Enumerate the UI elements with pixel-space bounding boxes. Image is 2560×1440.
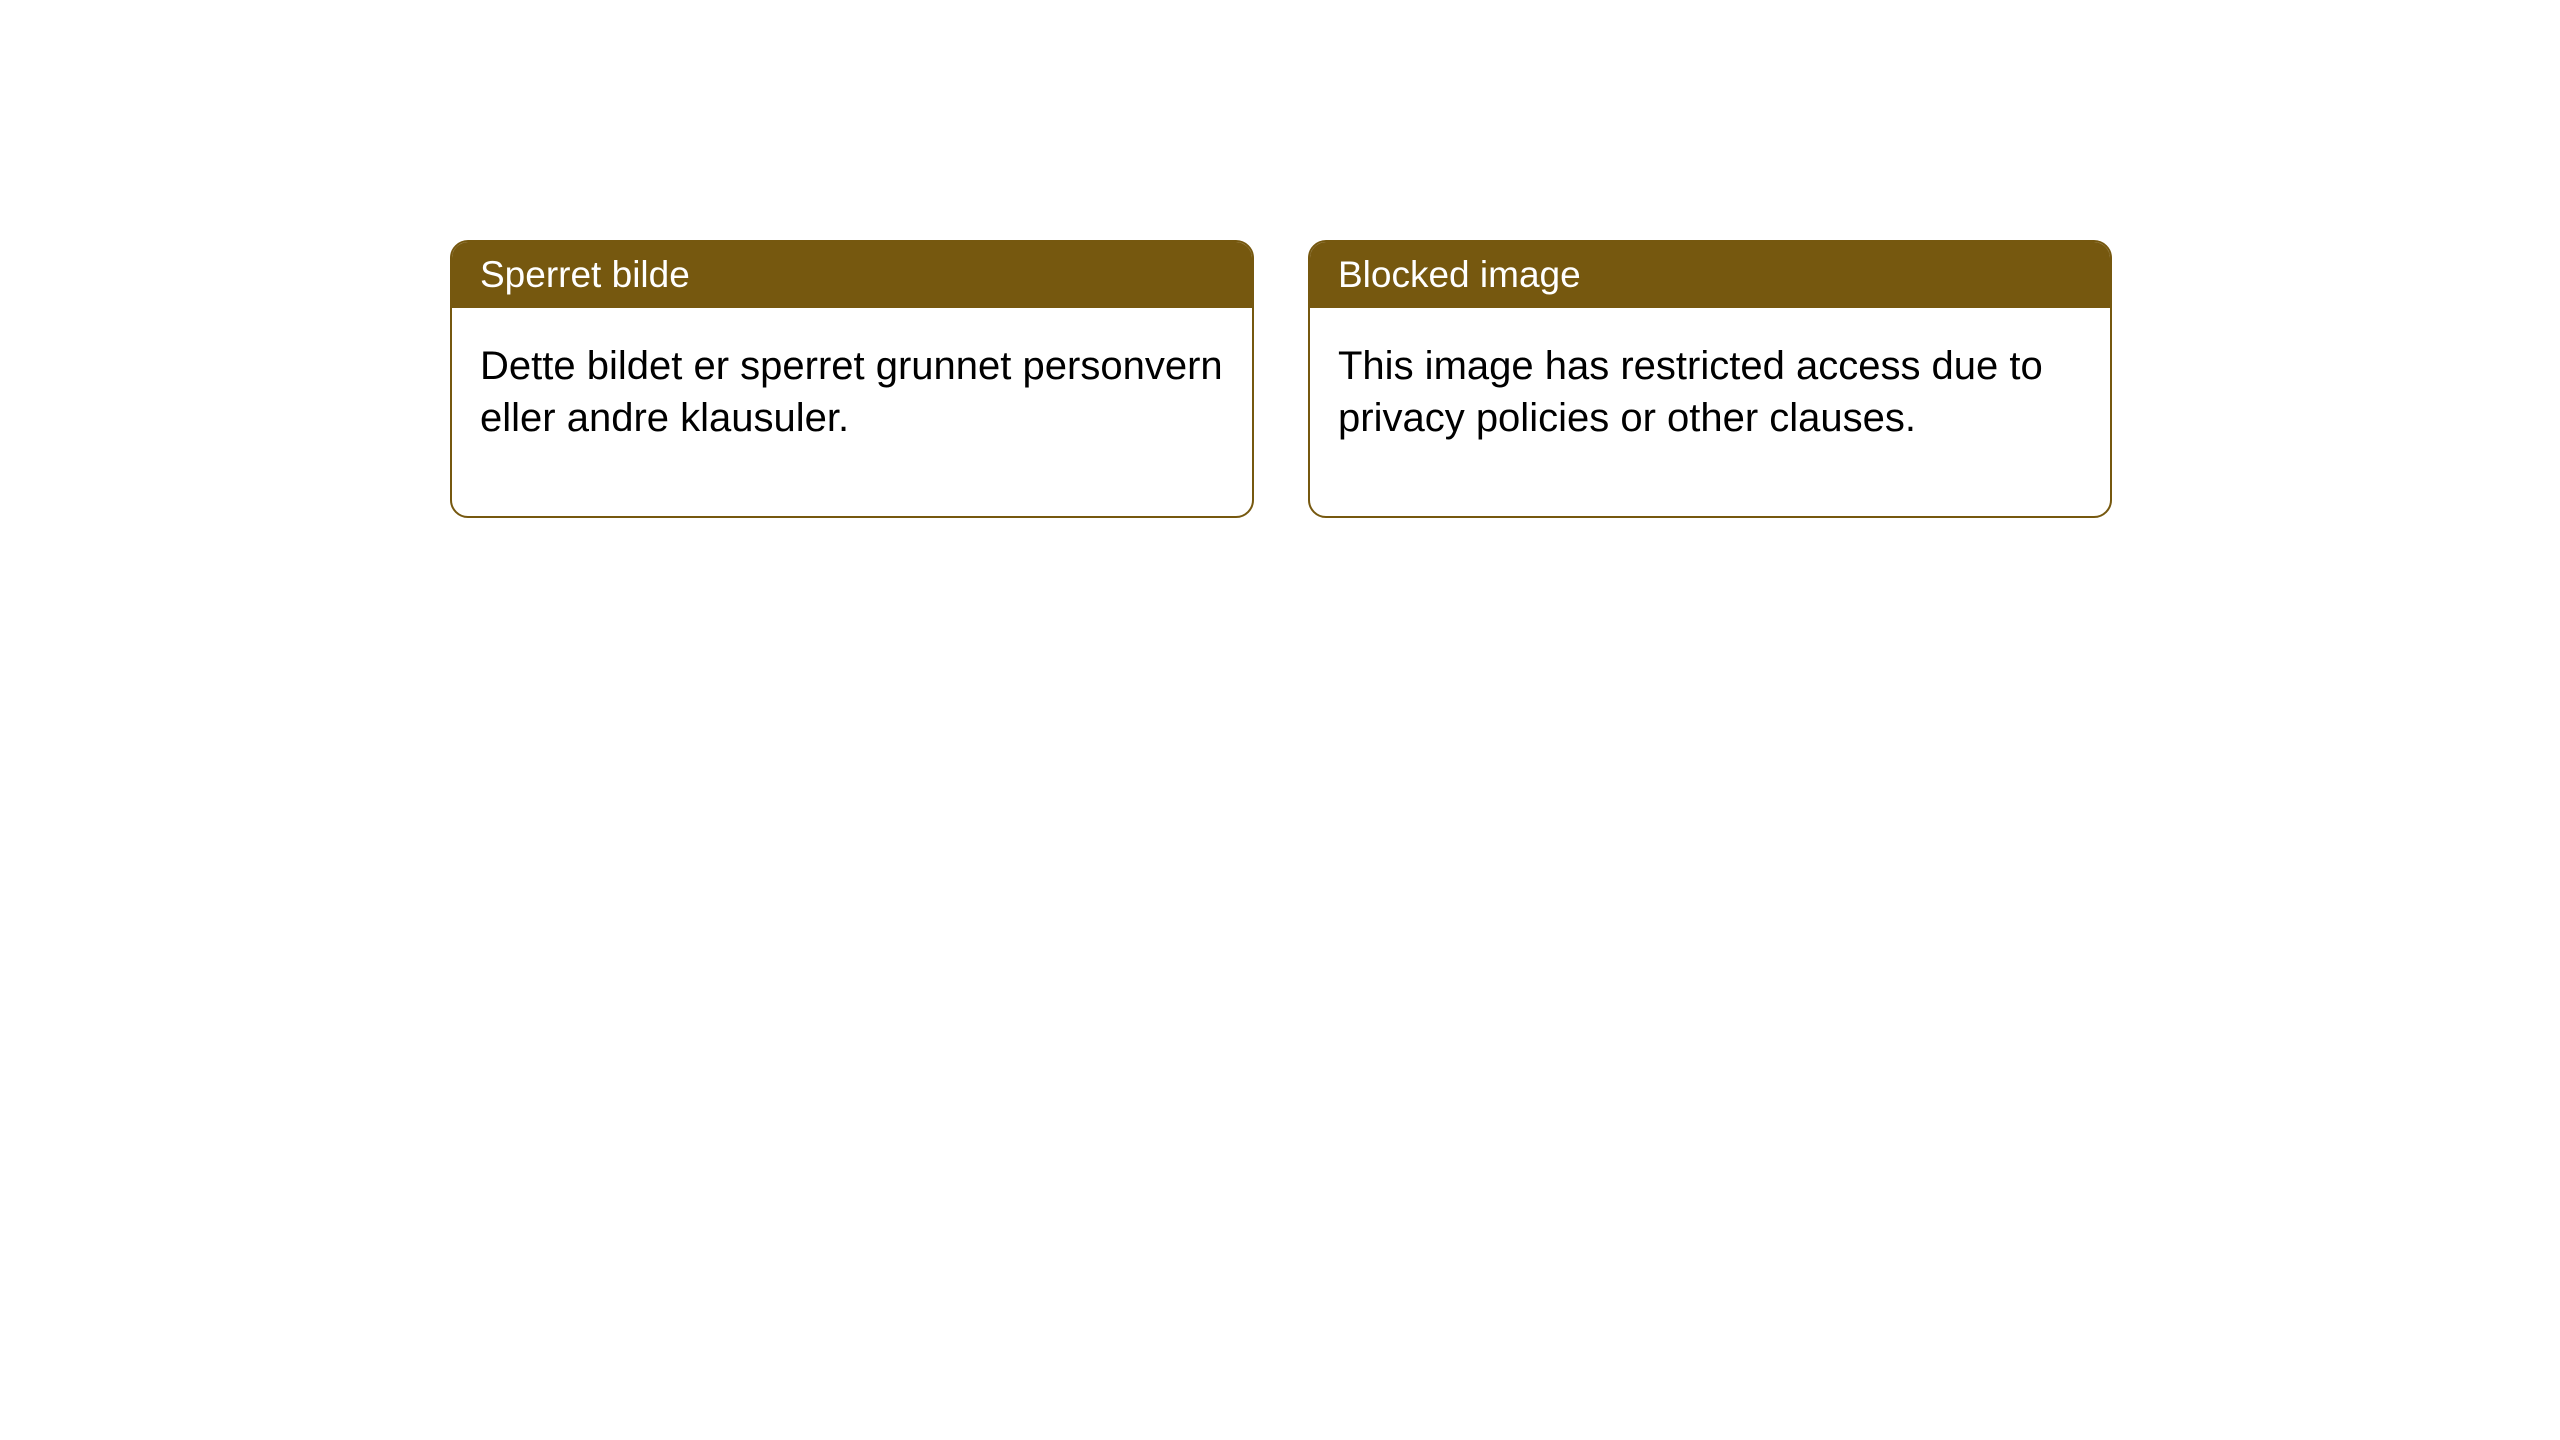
notice-card-norwegian: Sperret bilde Dette bildet er sperret gr… xyxy=(450,240,1254,518)
notice-title: Sperret bilde xyxy=(452,242,1252,308)
notice-body: Dette bildet er sperret grunnet personve… xyxy=(452,308,1252,516)
notice-title: Blocked image xyxy=(1310,242,2110,308)
notice-body: This image has restricted access due to … xyxy=(1310,308,2110,516)
notice-card-english: Blocked image This image has restricted … xyxy=(1308,240,2112,518)
notice-cards-container: Sperret bilde Dette bildet er sperret gr… xyxy=(0,0,2560,518)
